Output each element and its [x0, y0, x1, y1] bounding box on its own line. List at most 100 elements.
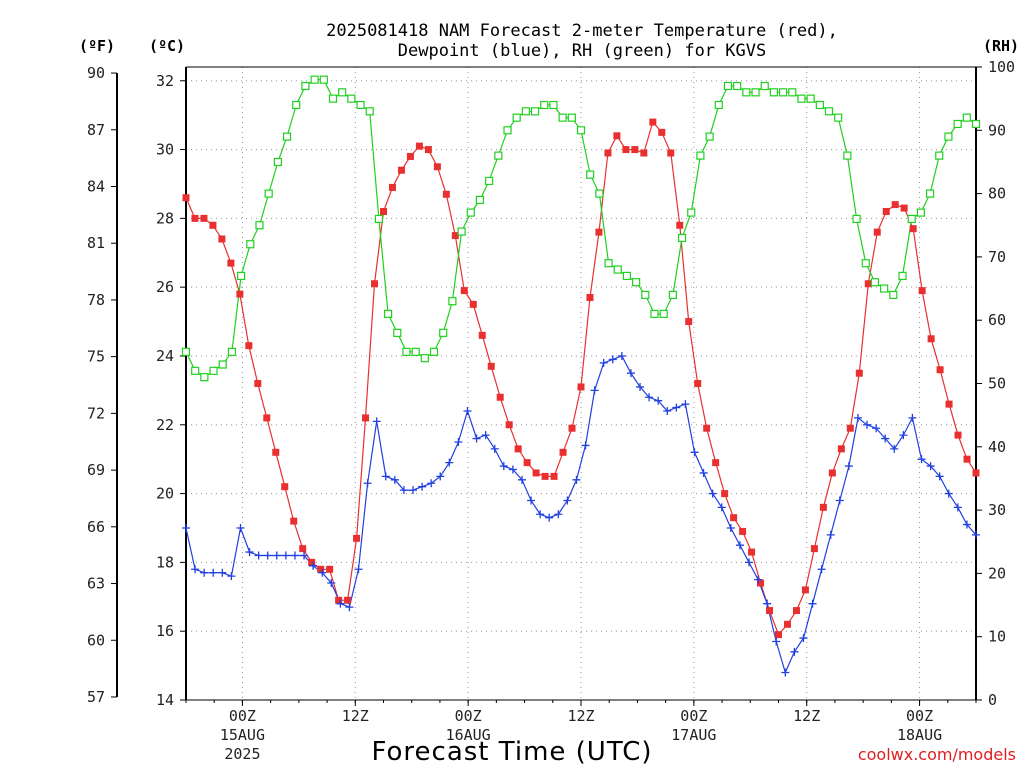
rh-point	[705, 132, 714, 141]
rh-point	[778, 88, 788, 97]
temperature-point	[685, 318, 693, 326]
dewpoint-point	[527, 496, 536, 505]
dewpoint-point	[427, 479, 436, 488]
rh-point	[650, 309, 659, 318]
dewpoint-point	[699, 468, 708, 477]
temperature-point	[505, 421, 513, 429]
rh-point	[246, 240, 255, 249]
rh-tick-label: 90	[988, 121, 1006, 139]
dewpoint-point	[772, 637, 781, 646]
x-tick-label: 00Z	[455, 707, 482, 725]
temperature-point	[290, 517, 298, 525]
temperature-point	[622, 146, 630, 154]
temperature-point	[218, 235, 226, 243]
dewpoint-point	[908, 413, 917, 422]
rh-point	[503, 126, 512, 135]
rh-point	[935, 151, 944, 160]
temperature-point	[658, 128, 666, 136]
dewpoint-point	[490, 444, 499, 453]
rh-point	[383, 309, 393, 318]
temperature-point	[909, 225, 917, 233]
dewpoint-point	[309, 561, 318, 570]
dewpoint-point	[835, 496, 844, 505]
fahrenheit-tick-label: 60	[87, 631, 105, 649]
rh-point	[549, 100, 558, 110]
rh-point	[824, 107, 834, 116]
dewpoint-point	[563, 496, 572, 505]
rh-point	[411, 347, 420, 356]
dewpoint-point	[717, 503, 726, 512]
x-tick-label: 12Z	[567, 707, 594, 725]
dewpoint-point	[508, 465, 517, 474]
rh-point	[613, 265, 622, 274]
temperature-point	[712, 459, 720, 467]
dewpoint-point	[626, 369, 635, 378]
temperature-point	[604, 149, 612, 157]
dewpoint-point	[345, 603, 354, 612]
rh-point	[237, 271, 246, 280]
temperature-point	[846, 424, 854, 432]
rh-point	[733, 81, 742, 91]
rh-point	[466, 208, 475, 217]
rh-point	[227, 347, 237, 356]
temperature-point	[864, 280, 872, 288]
rh-point	[558, 113, 567, 122]
dewpoint-point	[581, 441, 590, 450]
temperature-point	[559, 448, 567, 456]
rh-point	[815, 100, 824, 110]
dewpoint-point	[863, 420, 872, 429]
x-tick-label: 00Z	[906, 707, 933, 725]
celsius-tick-label: 18	[156, 553, 174, 571]
dewpoint-point	[409, 486, 418, 495]
temperature-point	[757, 579, 765, 587]
dewpoint-point	[209, 568, 218, 577]
temperature-point	[595, 228, 603, 236]
rh-point	[567, 113, 576, 122]
rh-point	[907, 214, 916, 224]
dewpoint-point	[191, 565, 200, 574]
temperature-point	[523, 459, 531, 467]
rh-point	[797, 94, 806, 103]
temperature-point	[478, 331, 486, 339]
rh-tick-label: 100	[988, 58, 1015, 76]
x-year-label: 2025	[224, 745, 260, 763]
temperature-point	[730, 514, 738, 522]
dewpoint-point	[363, 479, 372, 488]
temperature-point	[748, 548, 756, 556]
rh-point	[356, 100, 365, 110]
grid-lines	[186, 67, 976, 701]
temperature-point	[613, 132, 621, 140]
fahrenheit-tick-label: 72	[87, 404, 105, 422]
temperature-point	[415, 142, 423, 150]
rh-tick-label: 80	[988, 185, 1006, 203]
dewpoint-point	[636, 382, 645, 391]
temperature-point	[775, 631, 782, 639]
rh-point	[916, 208, 925, 217]
rh-point	[181, 347, 191, 356]
rh-point	[696, 151, 705, 160]
rh-point	[714, 100, 723, 110]
temperature-point	[721, 490, 729, 498]
dewpoint-point	[318, 568, 327, 577]
temperature-point	[766, 607, 774, 615]
temperature-point	[945, 400, 953, 408]
temperature-point	[900, 204, 908, 212]
dewpoint-point	[790, 647, 799, 656]
dewpoint-point	[236, 523, 245, 532]
rh-point	[925, 189, 935, 198]
temperature-point	[388, 183, 396, 191]
temperature-point	[254, 380, 262, 387]
dewpoint-point	[763, 599, 772, 608]
fahrenheit-tick-label: 90	[87, 64, 105, 82]
celsius-tick-label: 26	[156, 278, 174, 296]
dewpoint-point	[654, 396, 663, 405]
rh-point	[971, 119, 981, 129]
rh-unit-label: (RH)	[983, 37, 1019, 55]
temperature-point	[550, 472, 558, 480]
x-date-label: 15AUG	[220, 726, 265, 744]
rh-point	[457, 227, 466, 236]
dewpoint-point	[281, 551, 290, 560]
rh-point	[402, 347, 411, 356]
temperature-point	[855, 369, 863, 377]
